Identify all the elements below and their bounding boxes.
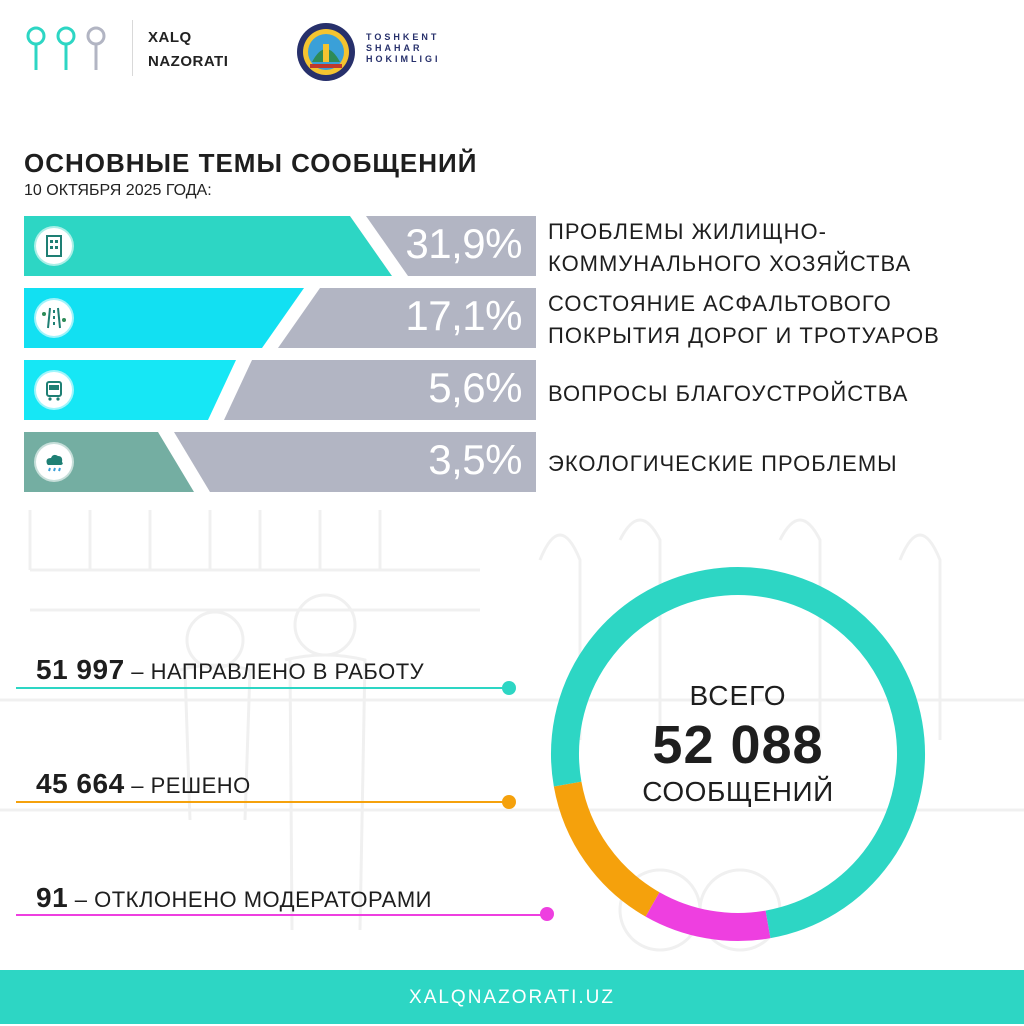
stat-value: 51 997: [36, 654, 125, 685]
topic-label-line1: СОСТОЯНИЕ АСФАЛЬТОВОГО: [548, 291, 892, 316]
topic-label: СОСТОЯНИЕ АСФАЛЬТОВОГО ПОКРЫТИЯ ДОРОГ И …: [548, 288, 940, 352]
footer-url-link[interactable]: XALQNAZORATI.UZ: [409, 987, 615, 1008]
footer-bar: [0, 970, 1024, 1024]
topic-bar-separator: [350, 216, 408, 276]
apartment-building-icon: [36, 228, 72, 264]
stat-value: 45 664: [36, 768, 125, 799]
topic-label: ЭКОЛОГИЧЕСКИЕ ПРОБЛЕМЫ: [548, 448, 898, 480]
donut-segment-teal: [551, 567, 925, 939]
messages-donut: [551, 567, 925, 941]
topic-label-line1: ЭКОЛОГИЧЕСКИЕ ПРОБЛЕМЫ: [548, 451, 898, 476]
topic-percent: 31,9%: [405, 220, 522, 267]
brand-name: XALQ NAZORATI: [148, 26, 228, 74]
topic-row: 31,9%: [24, 216, 536, 276]
city-hokimiyat-name: TOSHKENT SHAHAR HOKIMLIGI: [366, 32, 441, 65]
stat-dot: [502, 795, 516, 809]
bus-stop-icon: [36, 372, 72, 408]
brand-line1: XALQ: [148, 29, 192, 46]
stat-line: [16, 687, 510, 689]
topic-label: ВОПРОСЫ БЛАГОУСТРОЙСТВА: [548, 378, 908, 410]
topic-row: 17,1%: [24, 288, 536, 348]
stat-dot: [502, 681, 516, 695]
topic-bar-fill: [24, 216, 392, 276]
xalq-nazorati-logo-icon: [26, 26, 106, 70]
stat-dot: [540, 907, 554, 921]
stat-label: – ОТКЛОНЕНО МОДЕРАТОРАМИ: [74, 887, 432, 912]
stat-rejected: 91 – ОТКЛОНЕНО МОДЕРАТОРАМИ: [36, 882, 432, 914]
page-title: ОСНОВНЫЕ ТЕМЫ СООБЩЕНИЙ: [24, 148, 478, 178]
stat-line: [16, 914, 550, 916]
total-caption: СООБЩЕНИЙ: [642, 776, 834, 807]
topic-percent: 5,6%: [428, 364, 522, 411]
stat-value: 91: [36, 882, 69, 913]
page-subtitle: 10 ОКТЯБРЯ 2025 ГОДА:: [24, 182, 212, 199]
total-value: 52 088: [652, 715, 824, 775]
topic-label-line1: ВОПРОСЫ БЛАГОУСТРОЙСТВА: [548, 381, 909, 406]
total-label: ВСЕГО: [689, 680, 787, 711]
topic-bar-separator: [208, 360, 252, 420]
topic-bar-separator: [262, 288, 320, 348]
topic-label: ПРОБЛЕМЫ ЖИЛИЩНО- КОММУНАЛЬНОГО ХОЗЯЙСТВ…: [548, 216, 911, 280]
rain-cloud-icon: [36, 444, 72, 480]
topic-row: 3,5%: [24, 432, 536, 492]
topic-percent: 17,1%: [405, 292, 522, 339]
header-divider: [132, 20, 133, 76]
topic-label-line2: КОММУНАЛЬНОГО ХОЗЯЙСТВА: [548, 251, 912, 276]
stat-resolved: 45 664 – РЕШЕНО: [36, 768, 251, 800]
city-line2: SHAHAR: [366, 43, 423, 53]
road-icon: [36, 300, 72, 336]
city-line1: TOSHKENT: [366, 32, 440, 42]
donut-segment-magenta: [645, 892, 771, 941]
tashkent-emblem-icon: [297, 23, 355, 81]
donut-segment-orange: [553, 781, 660, 917]
stat-label: – РЕШЕНО: [131, 773, 251, 798]
topic-percent: 3,5%: [428, 436, 522, 483]
brand-line2: NAZORATI: [148, 53, 229, 70]
topic-row: 5,6%: [24, 360, 536, 420]
stat-label: – НАПРАВЛЕНО В РАБОТУ: [131, 659, 425, 684]
topic-label-line2: ПОКРЫТИЯ ДОРОГ И ТРОТУАРОВ: [548, 323, 940, 348]
stat-in-work: 51 997 – НАПРАВЛЕНО В РАБОТУ: [36, 654, 424, 686]
topic-bar-separator: [158, 432, 210, 492]
stat-line: [16, 801, 510, 803]
topic-label-line1: ПРОБЛЕМЫ ЖИЛИЩНО-: [548, 219, 827, 244]
city-line3: HOKIMLIGI: [366, 54, 441, 64]
